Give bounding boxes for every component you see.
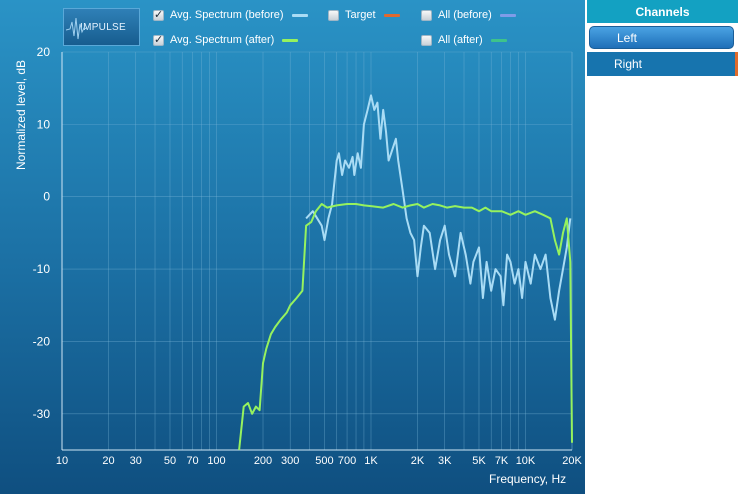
avg-before-checkbox[interactable] — [153, 8, 164, 21]
all-before-checkbox[interactable] — [421, 9, 432, 21]
impulse-button[interactable]: IMPULSE — [63, 8, 140, 46]
x-tick-label: 50 — [164, 455, 176, 467]
x-tick-label: 3K — [438, 455, 452, 467]
x-tick-label: 70 — [186, 455, 198, 467]
y-tick-label: 0 — [43, 190, 50, 204]
channels-header: Channels — [587, 0, 738, 23]
x-tick-label: 20 — [102, 455, 114, 467]
x-tick-label: 200 — [254, 455, 272, 467]
avg-after-checkbox[interactable] — [153, 33, 164, 46]
target-swatch — [383, 13, 400, 17]
avg-spectrum-after-line — [238, 203, 573, 451]
x-tick-label: 1K — [364, 455, 378, 467]
legend-all-before-label: All (before) — [438, 9, 492, 21]
all-after-checkbox[interactable] — [421, 34, 432, 46]
x-axis-label: Frequency, Hz — [489, 472, 567, 486]
all-before-swatch — [499, 13, 516, 17]
legend-all-before[interactable]: All (before) — [421, 7, 516, 23]
channel-left-button[interactable]: Left — [589, 26, 734, 49]
x-tick-label: 300 — [281, 455, 299, 467]
x-tick-label: 7K — [495, 455, 509, 467]
channel-right-button[interactable]: Right — [587, 52, 738, 76]
y-tick-label: 10 — [37, 117, 51, 131]
x-tick-label: 10 — [56, 455, 68, 467]
legend-avg-after[interactable]: Avg. Spectrum (after) — [153, 32, 299, 48]
impulse-wave-icon — [66, 17, 88, 40]
legend-avg-after-label: Avg. Spectrum (after) — [170, 34, 275, 46]
x-tick-label: 100 — [207, 455, 225, 467]
x-tick-label: 20K — [562, 455, 582, 467]
y-tick-label: -10 — [33, 262, 51, 276]
legend-target-label: Target — [345, 9, 376, 21]
impulse-button-label: IMPULSE — [80, 21, 127, 33]
all-after-swatch — [490, 38, 507, 42]
avg-after-swatch — [282, 38, 299, 42]
spectrum-chart-panel: 20 10 0 -10 -20 -30 10 20 30 50 70 100 200 300 500 700 1… — [0, 0, 585, 494]
y-axis-label: Normalized level, dB — [14, 59, 28, 170]
x-tick-label: 500 — [315, 455, 333, 467]
target-checkbox[interactable] — [328, 9, 339, 21]
avg-spectrum-before-line — [305, 94, 572, 321]
y-tick-label: 20 — [37, 45, 51, 59]
legend-all-after-label: All (after) — [438, 34, 483, 46]
legend-avg-before[interactable]: Avg. Spectrum (before) — [153, 7, 308, 23]
legend-target[interactable]: Target — [328, 7, 400, 23]
channels-panel: Channels Left Right — [587, 0, 738, 494]
x-tick-label: 5K — [472, 455, 486, 467]
x-tick-label: 700 — [338, 455, 356, 467]
x-tick-label: 10K — [516, 455, 536, 467]
legend-all-after[interactable]: All (after) — [421, 32, 507, 48]
y-tick-label: -20 — [33, 334, 51, 348]
avg-before-swatch — [291, 13, 308, 17]
x-tick-label: 2K — [411, 455, 425, 467]
x-tick-label: 30 — [130, 455, 142, 467]
legend-avg-before-label: Avg. Spectrum (before) — [170, 9, 284, 21]
y-tick-label: -30 — [33, 407, 51, 421]
